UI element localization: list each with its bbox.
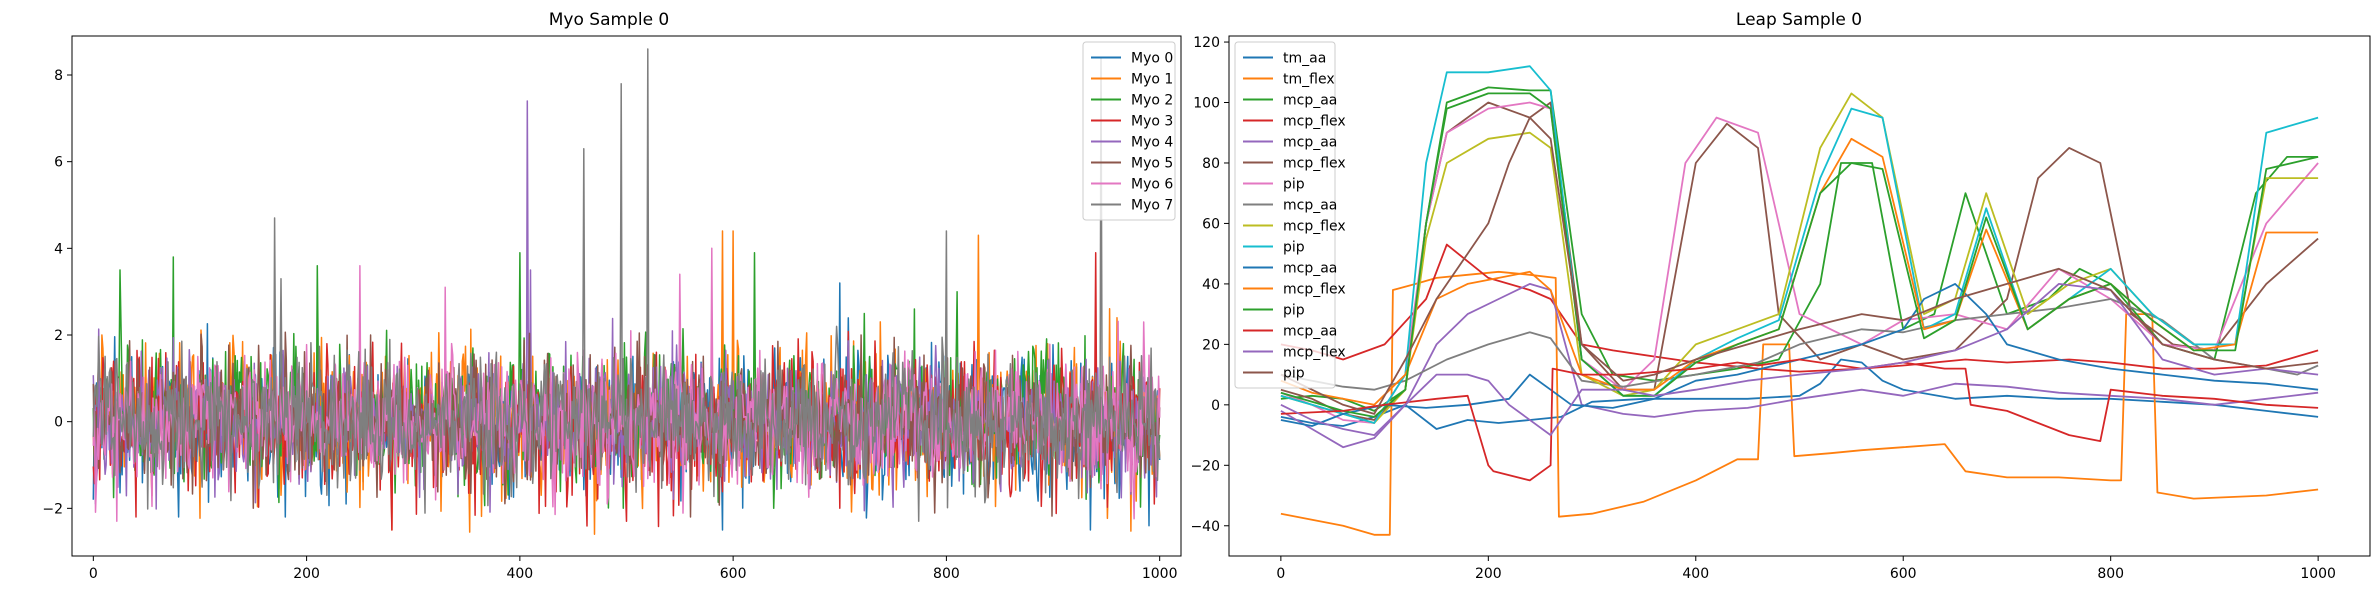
leap-legend-label-0: tm_aa bbox=[1283, 51, 1326, 67]
myo-x-tick-label-1: 200 bbox=[293, 566, 320, 582]
leap-legend-label-6: pip bbox=[1283, 177, 1305, 193]
myo-y-tick-label-0: −2 bbox=[42, 501, 63, 517]
leap-legend-label-10: mcp_aa bbox=[1283, 261, 1337, 277]
leap-series-line-1 bbox=[1280, 270, 2319, 536]
leap-y-tick-label-6: 80 bbox=[1202, 156, 1220, 172]
myo-legend-label-7: Myo 7 bbox=[1131, 198, 1173, 214]
leap-series-line-12 bbox=[1280, 92, 2319, 418]
leap-legend-label-1: tm_flex bbox=[1283, 72, 1335, 88]
leap-legend-box bbox=[1234, 41, 1336, 389]
leap-legend-label-3: mcp_flex bbox=[1283, 114, 1346, 130]
myo-series-group bbox=[92, 48, 1161, 536]
myo-chart: Myo Sample 0 0 200 400 600 800 1000 −2 0 2 4 6 8 Myo… bbox=[42, 10, 1182, 582]
leap-legend-label-15: pip bbox=[1283, 366, 1305, 382]
leap-series-group bbox=[1280, 65, 2319, 536]
leap-x-tick-label-1: 200 bbox=[1475, 566, 1502, 582]
leap-legend-label-11: mcp_flex bbox=[1283, 282, 1346, 298]
myo-axes-frame bbox=[71, 35, 1182, 557]
leap-series-line-10 bbox=[1280, 283, 2319, 427]
myo-legend-box bbox=[1082, 41, 1176, 221]
leap-series-line-7 bbox=[1280, 298, 2319, 391]
myo-y-tick-label-4: 6 bbox=[54, 155, 63, 171]
myo-series-line-7 bbox=[92, 48, 1161, 523]
leap-legend-label-9: pip bbox=[1283, 240, 1305, 256]
leap-x-tick-label-2: 400 bbox=[1682, 566, 1709, 582]
myo-x-tick-label-5: 1000 bbox=[1142, 566, 1178, 582]
leap-legend: tm_aa tm_flex mcp_aa mcp_flex mcp_aa mcp_flex… bbox=[1234, 41, 1346, 389]
leap-y-tick-label-5: 60 bbox=[1202, 216, 1220, 232]
leap-legend-label-7: mcp_aa bbox=[1283, 198, 1337, 214]
leap-chart-title: Leap Sample 0 bbox=[1736, 10, 1862, 30]
myo-legend-label-3: Myo 3 bbox=[1131, 114, 1173, 130]
leap-x-tick-label-0: 0 bbox=[1276, 566, 1285, 582]
myo-x-tick-label-4: 800 bbox=[933, 566, 960, 582]
myo-legend-label-1: Myo 1 bbox=[1131, 72, 1173, 88]
leap-legend-label-8: mcp_flex bbox=[1283, 219, 1346, 235]
myo-legend-label-5: Myo 5 bbox=[1131, 156, 1173, 172]
myo-legend-label-0: Myo 0 bbox=[1131, 51, 1173, 67]
leap-legend-label-13: mcp_aa bbox=[1283, 324, 1337, 340]
myo-y-tick-label-1: 0 bbox=[54, 415, 63, 431]
leap-y-tick-label-2: 0 bbox=[1211, 398, 1220, 414]
leap-legend-label-14: mcp_flex bbox=[1283, 345, 1346, 361]
leap-series-line-15 bbox=[1280, 116, 2319, 415]
leap-y-tick-label-3: 20 bbox=[1202, 337, 1220, 353]
myo-y-tick-label-5: 8 bbox=[54, 68, 63, 84]
myo-x-tick-label-3: 600 bbox=[720, 566, 747, 582]
myo-legend: Myo 0 Myo 1 Myo 2 Myo 3 Myo 4 Myo 5 Myo 6 Myo 7 bbox=[1082, 41, 1176, 221]
leap-legend-label-12: pip bbox=[1283, 303, 1305, 319]
leap-axes-frame bbox=[1228, 35, 2371, 557]
leap-series-line-13 bbox=[1280, 358, 2319, 482]
leap-y-tick-label-7: 100 bbox=[1193, 96, 1220, 112]
leap-x-tick-label-3: 600 bbox=[1890, 566, 1917, 582]
myo-legend-label-6: Myo 6 bbox=[1131, 177, 1173, 193]
leap-series-line-4 bbox=[1280, 283, 2319, 449]
myo-legend-label-4: Myo 4 bbox=[1131, 135, 1173, 151]
myo-y-tick-label-3: 4 bbox=[54, 241, 63, 257]
myo-chart-title: Myo Sample 0 bbox=[549, 10, 670, 30]
leap-x-tick-label-4: 800 bbox=[2097, 566, 2124, 582]
leap-series-line-14 bbox=[1280, 283, 2319, 436]
leap-series-line-9 bbox=[1280, 65, 2319, 424]
leap-legend-label-4: mcp_aa bbox=[1283, 135, 1337, 151]
leap-legend-label-5: mcp_flex bbox=[1283, 156, 1346, 172]
leap-y-tick-label-1: −20 bbox=[1190, 458, 1220, 474]
leap-y-tick-label-8: 120 bbox=[1193, 35, 1220, 51]
leap-series-line-0 bbox=[1280, 358, 2319, 430]
leap-x-tick-label-5: 1000 bbox=[2300, 566, 2336, 582]
myo-legend-label-2: Myo 2 bbox=[1131, 93, 1173, 109]
myo-x-tick-label-0: 0 bbox=[89, 566, 98, 582]
myo-x-tick-label-2: 400 bbox=[506, 566, 533, 582]
myo-y-tick-label-2: 2 bbox=[54, 328, 63, 344]
leap-y-tick-label-0: −40 bbox=[1190, 519, 1220, 535]
leap-legend-label-2: mcp_aa bbox=[1283, 93, 1337, 109]
leap-chart: Leap Sample 0 0 200 400 600 800 1000 −40 −20 0 20… bbox=[1190, 10, 2371, 582]
leap-y-tick-label-4: 40 bbox=[1202, 277, 1220, 293]
leap-series-line-6 bbox=[1280, 101, 2319, 424]
